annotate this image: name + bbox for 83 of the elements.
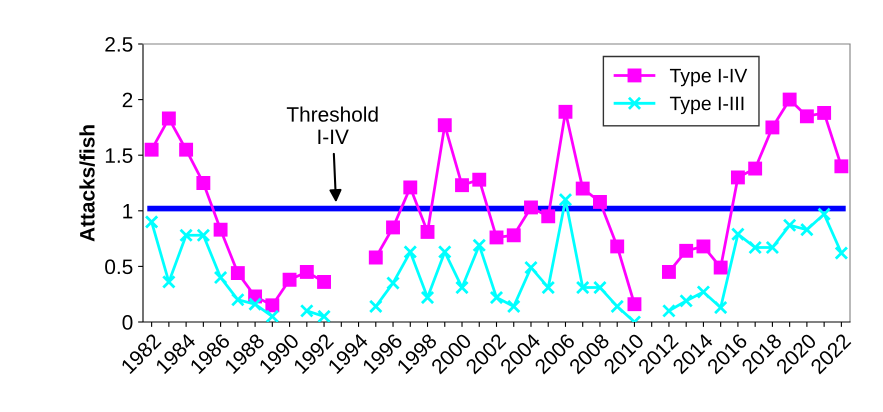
point <box>524 260 538 274</box>
point <box>541 280 556 294</box>
annotation: Threshold I-IV <box>286 106 378 144</box>
point <box>610 239 624 254</box>
point <box>230 292 245 307</box>
point <box>403 245 418 259</box>
y-tick-label: 0 <box>122 315 132 330</box>
point <box>730 170 745 184</box>
y-tick-label: 2.5 <box>105 37 132 52</box>
point <box>730 227 745 242</box>
point <box>438 245 452 259</box>
point <box>144 142 159 157</box>
point <box>576 182 590 196</box>
point <box>817 106 832 120</box>
point <box>834 159 848 174</box>
y-tick-label: 2 <box>122 92 132 108</box>
point <box>490 290 504 304</box>
point <box>714 300 728 314</box>
point <box>817 207 832 222</box>
point <box>610 299 624 314</box>
point <box>541 209 556 224</box>
point <box>800 109 814 124</box>
point <box>282 272 297 287</box>
point <box>386 220 400 234</box>
point <box>662 304 676 318</box>
point <box>576 280 590 294</box>
point <box>506 228 521 242</box>
point <box>628 297 642 312</box>
point <box>782 92 797 107</box>
point <box>472 238 486 252</box>
point <box>558 104 572 119</box>
point <box>317 309 332 322</box>
point <box>696 239 710 254</box>
point <box>679 244 694 258</box>
point <box>490 230 504 244</box>
point <box>368 299 383 314</box>
point <box>679 294 694 308</box>
point <box>506 299 521 314</box>
y-axis-title: Attacks/fish <box>79 125 95 242</box>
point <box>455 178 469 192</box>
point <box>524 200 538 214</box>
point <box>455 280 469 294</box>
point <box>300 304 314 318</box>
point <box>214 222 228 237</box>
point <box>472 172 486 187</box>
point <box>300 265 314 279</box>
y-tick-label: 0.5 <box>105 259 132 274</box>
point <box>834 246 848 260</box>
point <box>800 222 814 237</box>
point <box>230 266 245 280</box>
point <box>593 280 607 294</box>
point <box>438 118 452 132</box>
y-tick-label: 1 <box>123 204 132 218</box>
point <box>765 240 780 254</box>
point <box>696 285 710 299</box>
point <box>248 297 262 312</box>
point <box>593 194 607 209</box>
point <box>162 275 176 289</box>
point <box>179 228 194 242</box>
point <box>196 176 210 190</box>
point <box>558 192 572 207</box>
point <box>782 218 797 232</box>
point <box>317 275 332 289</box>
point <box>265 309 280 322</box>
point <box>748 162 762 176</box>
point <box>162 112 176 126</box>
point <box>714 260 728 274</box>
point <box>765 120 780 134</box>
point <box>420 290 434 304</box>
point <box>748 240 762 254</box>
point <box>368 250 383 264</box>
point <box>386 276 400 290</box>
point <box>144 214 159 229</box>
point <box>420 224 434 239</box>
point <box>196 228 210 242</box>
point <box>179 142 194 157</box>
legend-label: Type I-IV <box>670 68 748 86</box>
legend-label: Type I-III <box>670 96 744 114</box>
point <box>214 270 228 284</box>
point <box>403 180 418 194</box>
point <box>662 265 676 279</box>
point <box>265 298 280 312</box>
y-tick-label: 1.5 <box>106 148 132 163</box>
